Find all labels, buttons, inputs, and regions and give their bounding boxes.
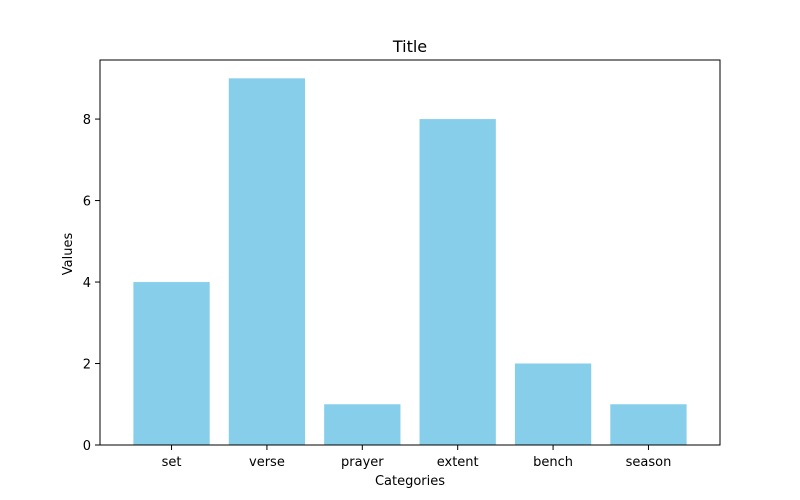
- x-axis-label: Categories: [375, 474, 445, 489]
- x-tick-label: prayer: [341, 455, 384, 470]
- x-tick-label: extent: [437, 455, 479, 470]
- bar-extent: [419, 119, 496, 446]
- y-tick-label: 4: [83, 276, 91, 291]
- x-tick-label: verse: [249, 455, 285, 470]
- x-tick-label: season: [626, 455, 672, 470]
- y-axis-label: Values: [61, 233, 76, 276]
- bar-bench: [514, 363, 592, 445]
- x-tick-label: bench: [533, 455, 573, 470]
- bar-verse: [228, 78, 306, 445]
- y-tick-label: 2: [83, 358, 91, 373]
- chart-title: Title: [392, 37, 427, 56]
- bar-prayer: [324, 404, 401, 445]
- y-tick-label: 6: [83, 195, 91, 210]
- bars-group: [133, 78, 687, 446]
- bar-set: [133, 282, 210, 445]
- x-tick-label: set: [162, 455, 182, 470]
- plot-frame: [99, 59, 721, 446]
- y-axis-ticks: 0 2 4 6 8: [83, 113, 100, 454]
- bar-season: [610, 404, 687, 445]
- y-tick-label: 8: [83, 113, 91, 128]
- y-tick-label: 0: [83, 439, 91, 454]
- x-axis-ticks: set verse prayer extent bench season: [162, 445, 672, 470]
